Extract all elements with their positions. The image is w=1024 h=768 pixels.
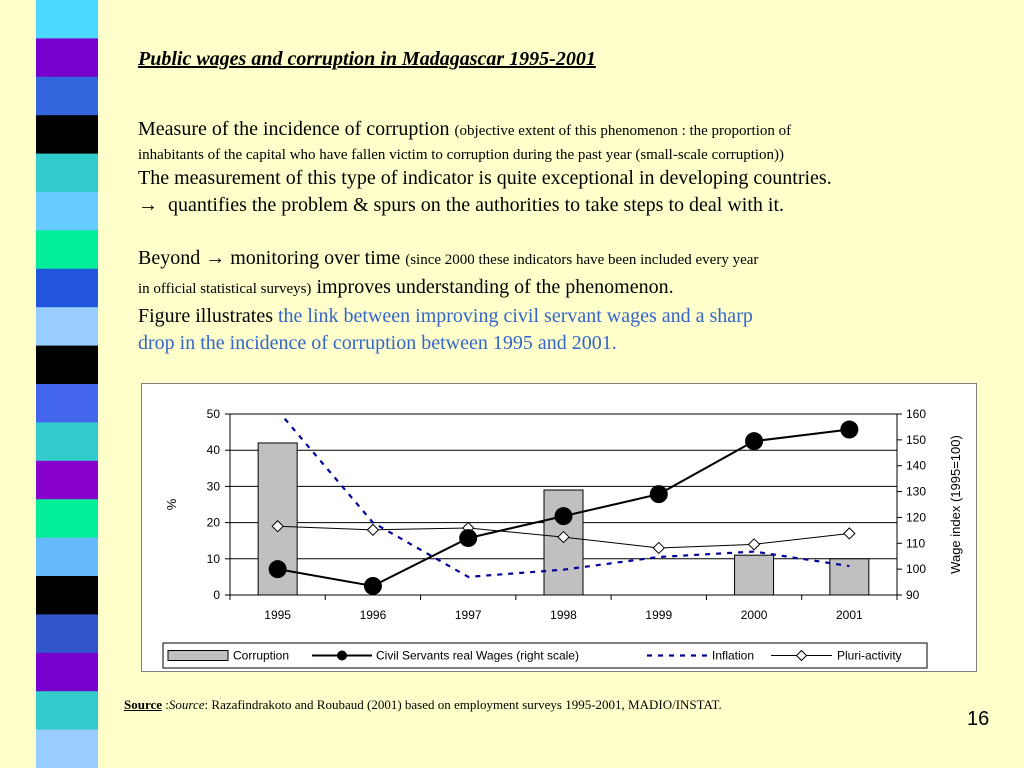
page-number: 16 [967, 708, 990, 730]
y-tick-label: 50 [207, 407, 221, 421]
x-tick-label: 1997 [455, 608, 482, 622]
chart-frame: 0 10 20 30 40 50 90 100 110 120 130 140 150 160 1995 19… [141, 383, 977, 672]
marker-pluri-activity [366, 523, 380, 537]
y2-tick-label: 110 [906, 536, 925, 550]
stripe-block [36, 38, 98, 78]
slide-title: Public wages and corruption in Madagasca… [138, 48, 596, 70]
marker-civil-servant-wages [459, 529, 478, 548]
legend-marker-wages [337, 650, 347, 661]
legend: Corruption Civil Servants real Wages (rig… [162, 642, 928, 669]
legend-label-wages: Civil Servants real Wages (right scale) [376, 649, 579, 663]
stripe-block [36, 0, 98, 39]
legend-label-corruption: Corruption [233, 649, 289, 663]
stripe-block [36, 652, 98, 692]
stripe-block [36, 384, 98, 423]
y2-axis-label: Wage index (1995=100) [948, 435, 963, 574]
marker-pluri-activity [747, 538, 761, 551]
paragraph-quantifies: → quantifies the problem & spurs on the … [138, 194, 784, 216]
marker-pluri-activity [557, 530, 570, 544]
line-inflation [279, 414, 850, 579]
marker-civil-servant-wages [840, 420, 859, 439]
x-tick-label: 1995 [264, 608, 291, 622]
y-tick-label: 0 [213, 588, 220, 602]
y2-tick-label: 130 [906, 485, 926, 499]
paragraph-figure-cont: drop in the incidence of corruption betw… [138, 332, 617, 354]
stripe-block [36, 499, 98, 539]
stripe-block [36, 691, 98, 731]
stripe-block [36, 537, 98, 577]
stripe-block [36, 307, 98, 347]
stripe-block [36, 345, 98, 385]
y2-tick-label: 100 [906, 562, 926, 576]
stripe-block [36, 76, 98, 116]
y2-tick-label: 150 [906, 433, 926, 447]
y-axis-label: % [164, 498, 179, 510]
y2-tick-label: 120 [906, 510, 926, 524]
x-tick-label: 1999 [645, 608, 672, 622]
stripe-block [36, 268, 98, 308]
marker-civil-servant-wages [745, 432, 764, 451]
paragraph-measure-cont: inhabitants of the capital who have fall… [138, 147, 785, 163]
bar-corruption [257, 442, 298, 596]
stripe-block [36, 576, 98, 615]
legend-label-inflation: Inflation [712, 649, 754, 663]
x-tick-label: 2001 [836, 608, 863, 622]
paragraph-beyond: Beyond → monitoring over time (since 200… [138, 247, 759, 269]
marker-civil-servant-wages [554, 507, 573, 526]
y-tick-label: 40 [207, 443, 221, 457]
legend-marker-pluri-activity [795, 649, 808, 662]
arrow-icon: → [138, 194, 158, 216]
marker-civil-servant-wages [649, 485, 668, 504]
stripe-block [36, 153, 98, 193]
stripe-block [36, 729, 98, 768]
y-tick-label: 10 [207, 552, 221, 566]
x-tick-label: 1996 [360, 608, 387, 622]
legend-swatch-corruption [167, 650, 229, 661]
marker-civil-servant-wages [268, 560, 287, 579]
source-note: Source :Source: Razafindrakoto and Rouba… [124, 697, 722, 712]
legend-label-pluri-activity: Pluri-activity [837, 649, 902, 663]
bar-corruption [829, 558, 870, 596]
chart: 0 10 20 30 40 50 90 100 110 120 130 140 150 160 1995 19… [162, 407, 963, 669]
y2-tick-label: 90 [906, 588, 920, 602]
y-tick-label: 20 [207, 516, 221, 530]
stripe-block [36, 115, 98, 155]
stripe-block [36, 422, 98, 462]
decorative-stripe [36, 0, 98, 768]
y-tick-label: 30 [207, 479, 221, 493]
marker-civil-servant-wages [363, 576, 382, 595]
paragraph-measure: Measure of the incidence of corruption (… [138, 118, 792, 140]
x-tick-label: 1998 [550, 608, 577, 622]
paragraph-beyond-cont: in official statistical surveys) improve… [138, 276, 674, 298]
stripe-block [36, 460, 98, 500]
paragraph-figure: Figure illustrates the link between impr… [138, 305, 753, 327]
x-tick-label: 2000 [741, 608, 768, 622]
y2-tick-label: 140 [906, 459, 926, 473]
marker-pluri-activity [271, 520, 284, 533]
stripe-block [36, 192, 98, 231]
marker-pluri-activity [843, 527, 856, 540]
slide-body: Measure of the incidence of corruption (… [138, 116, 968, 357]
arrow-icon: → [205, 247, 226, 269]
paragraph-measurement: The measurement of this type of indicato… [138, 167, 832, 189]
stripe-block [36, 614, 98, 654]
marker-pluri-activity [652, 541, 665, 555]
bar-corruption [734, 554, 775, 596]
stripe-block [36, 230, 98, 270]
y2-tick-label: 160 [906, 407, 926, 421]
